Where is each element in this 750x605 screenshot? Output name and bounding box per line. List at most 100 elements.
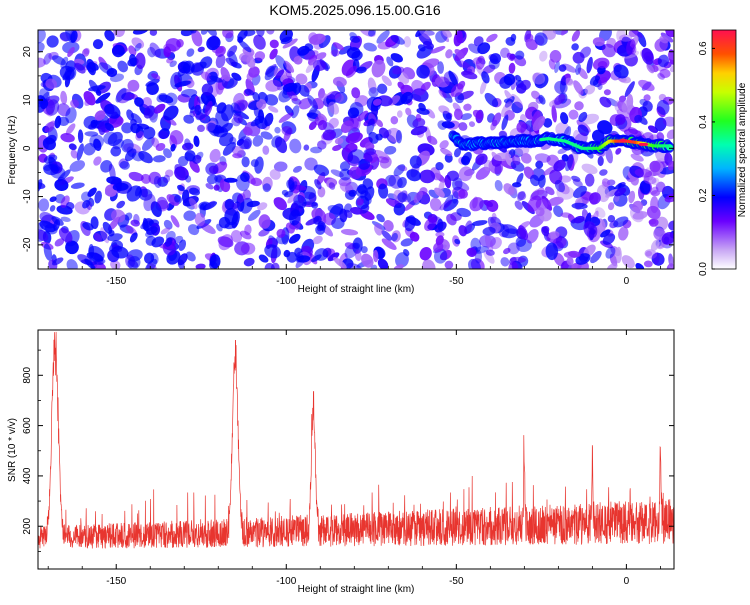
- heatmap-cell: [296, 255, 311, 263]
- heatmap-cell: [615, 114, 626, 125]
- heatmap-cell: [371, 59, 386, 78]
- heatmap-cell: [412, 117, 426, 129]
- heatmap-cell: [218, 234, 233, 251]
- heatmap-cell: [657, 54, 670, 68]
- heatmap-cell: [174, 80, 191, 88]
- heatmap-cell: [605, 246, 616, 259]
- heatmap-cell: [483, 159, 493, 171]
- heatmap-cell: [268, 105, 279, 113]
- heatmap-cell: [163, 105, 179, 121]
- heatmap-cell: [70, 182, 85, 189]
- heatmap-cell: [494, 179, 503, 192]
- heatmap-cell: [94, 110, 106, 121]
- heatmap-cell: [206, 36, 221, 51]
- heatmap-cell: [328, 117, 339, 129]
- heatmap-cell: [289, 209, 301, 226]
- heatmap-cell: [252, 92, 260, 102]
- heatmap-cell: [328, 182, 336, 190]
- heatmap-cell: [423, 30, 435, 36]
- heatmap-cell: [340, 228, 359, 236]
- heatmap-cell: [462, 68, 473, 76]
- heatmap-cell: [133, 213, 140, 225]
- heatmap-cell: [415, 113, 422, 122]
- heatmap-cell: [346, 47, 361, 59]
- heatmap-cell: [406, 169, 422, 182]
- heatmap-cell: [376, 156, 390, 164]
- heatmap-cell: [477, 42, 491, 55]
- heatmap-cell: [395, 252, 409, 268]
- heatmap-cell: [526, 229, 539, 244]
- heatmap-cell: [213, 184, 220, 191]
- heatmap-cell: [461, 151, 472, 165]
- heatmap-cell: [108, 163, 116, 181]
- heatmap-cell: [438, 89, 447, 99]
- heatmap-cell: [197, 46, 205, 53]
- heatmap-cell: [571, 30, 581, 42]
- heatmap-cell: [516, 172, 524, 185]
- heatmap-cell: [130, 219, 140, 227]
- heatmap-cell: [515, 74, 522, 82]
- heatmap-ridge: [448, 130, 674, 155]
- heatmap-cell: [156, 92, 168, 103]
- heatmap-cell: [646, 63, 655, 74]
- heatmap-cell: [367, 77, 377, 94]
- heatmap-cell: [93, 156, 102, 166]
- heatmap-cell: [575, 63, 582, 76]
- heatmap-cell: [383, 220, 394, 232]
- heatmap-cell: [452, 102, 461, 112]
- heatmap-cell: [560, 212, 572, 218]
- heatmap-cell: [643, 94, 651, 102]
- heatmap-y-tick-label: -10: [22, 189, 33, 204]
- heatmap-cell: [121, 138, 134, 153]
- heatmap-cell: [293, 55, 303, 65]
- heatmap-cell: [330, 49, 340, 57]
- heatmap-cell: [634, 114, 643, 124]
- heatmap-cell: [590, 250, 602, 264]
- heatmap-cell: [244, 224, 252, 236]
- heatmap-cell: [468, 121, 476, 127]
- heatmap-cell: [518, 225, 529, 241]
- heatmap-cell: [472, 109, 483, 119]
- heatmap-cell: [205, 183, 214, 190]
- heatmap-cell: [345, 132, 363, 144]
- heatmap-cell: [129, 232, 138, 243]
- heatmap-x-tick-label: -50: [449, 276, 464, 287]
- heatmap-cell: [184, 152, 196, 162]
- heatmap-cell: [256, 99, 267, 110]
- heatmap-cell: [43, 154, 58, 164]
- heatmap-cell: [525, 38, 538, 51]
- heatmap-cell: [484, 234, 494, 252]
- heatmap-cell: [444, 260, 454, 269]
- heatmap-cell: [289, 138, 302, 154]
- heatmap-cell: [597, 83, 603, 90]
- heatmap-cell: [446, 213, 457, 226]
- heatmap-cell: [311, 201, 319, 209]
- heatmap-cell: [334, 93, 344, 103]
- heatmap-cell: [224, 177, 238, 183]
- heatmap-cell: [613, 64, 629, 79]
- heatmap-cell: [326, 90, 341, 100]
- colorbar-scale: [711, 29, 737, 270]
- heatmap-cell: [165, 230, 176, 242]
- snr-y-tick-label: 400: [22, 467, 33, 484]
- heatmap-cell: [561, 154, 569, 162]
- heatmap-cell: [435, 235, 444, 246]
- heatmap-cell: [429, 197, 442, 212]
- heatmap-cell: [624, 52, 638, 67]
- heatmap-cell: [376, 119, 384, 128]
- heatmap-cell: [377, 258, 389, 269]
- heatmap-cell: [441, 121, 455, 129]
- heatmap-cell: [545, 186, 555, 196]
- heatmap-cell: [551, 104, 557, 123]
- heatmap-cell: [312, 235, 323, 245]
- heatmap-cell: [40, 98, 49, 110]
- heatmap-cell: [58, 227, 73, 243]
- heatmap-cell: [482, 226, 496, 236]
- heatmap-cell: [282, 38, 298, 49]
- heatmap-cell: [390, 116, 399, 125]
- heatmap-cell: [93, 232, 103, 242]
- heatmap-cell: [666, 263, 674, 269]
- heatmap-cell: [468, 258, 481, 269]
- heatmap-cell: [189, 187, 200, 196]
- heatmap-cell: [191, 30, 203, 47]
